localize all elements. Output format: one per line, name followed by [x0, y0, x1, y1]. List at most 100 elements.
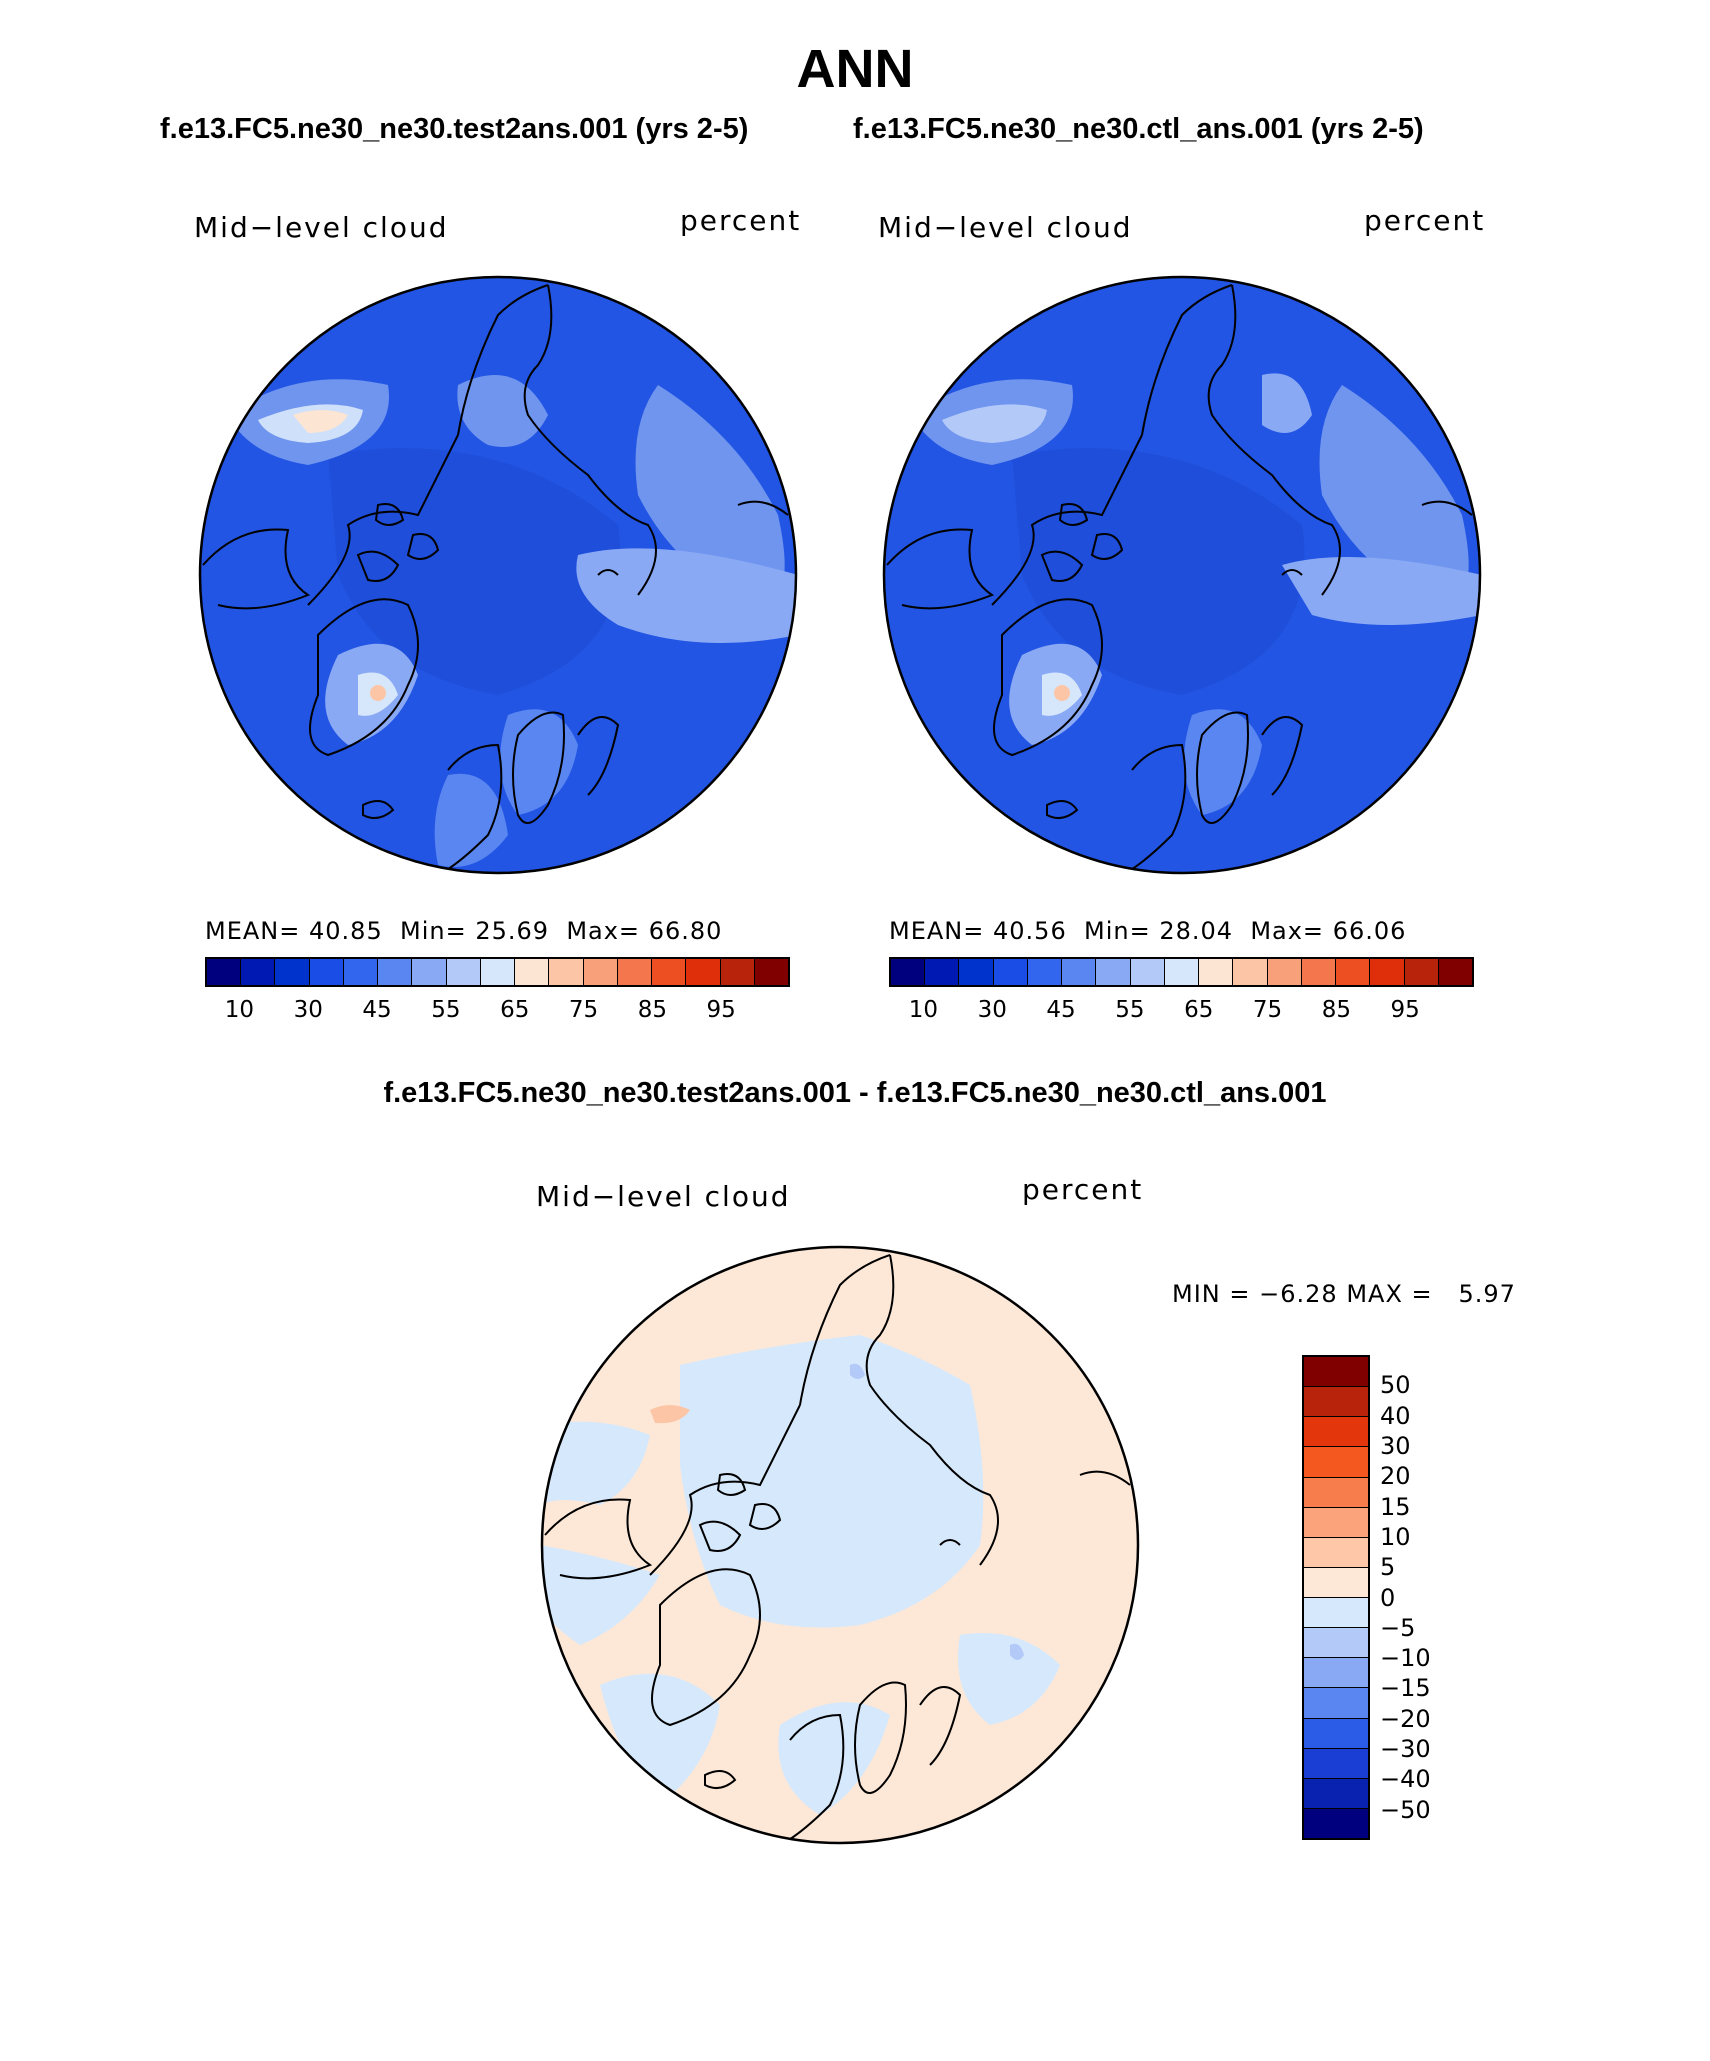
diff-field-eurasia-negative	[958, 1633, 1060, 1725]
colorbar-swatch	[959, 959, 994, 985]
colorbar-swatch	[1027, 959, 1063, 985]
colorbar-swatch	[241, 959, 276, 985]
diff-field-europe-negative	[778, 1702, 890, 1815]
difference-header: f.e13.FC5.ne30_ne30.test2ans.001 - f.e13…	[383, 1077, 1327, 1109]
colorbar-swatch	[925, 959, 960, 985]
panel2-max-value: 66.06	[1332, 917, 1407, 945]
colorbar-swatch	[1304, 1567, 1368, 1598]
colorbar-tick-label: 10	[224, 997, 255, 1023]
colorbar-swatch	[275, 959, 310, 985]
diff-field-pacific-positive-max	[650, 1405, 690, 1424]
colorbar-swatch	[1304, 1417, 1368, 1448]
colorbar-swatch	[412, 959, 447, 985]
panel2-field-siberia	[1319, 385, 1469, 605]
diff-field-arctic-negative	[680, 1335, 984, 1628]
panel2-min-label: Min=	[1083, 917, 1151, 945]
panel2-max-label: Max=	[1250, 917, 1325, 945]
colorbar-swatch	[1304, 1477, 1368, 1508]
colorbar-swatch	[1304, 1658, 1368, 1689]
colorbar-tick-label: 30	[1380, 1431, 1411, 1460]
colorbar-swatch	[1304, 1598, 1368, 1629]
colorbar-swatch	[343, 959, 379, 985]
panel2-polar-map	[882, 275, 1482, 875]
colorbar-swatch	[1304, 1718, 1368, 1749]
colorbar-swatch	[515, 959, 550, 985]
panel2-field-alaska	[1262, 373, 1312, 433]
diff-polar-map	[540, 1245, 1140, 1845]
colorbar-tick-label: 55	[1115, 997, 1145, 1023]
panel2-mean-label: MEAN=	[889, 917, 985, 945]
colorbar-swatch	[1062, 959, 1097, 985]
diff-field-canada-negative	[542, 1545, 660, 1645]
panel2-field-eurasia	[1282, 557, 1480, 625]
panel1-field-greenland-max	[370, 685, 386, 701]
case-a-header: f.e13.FC5.ne30_ne30.test2ans.001 (yrs 2-…	[160, 113, 749, 145]
colorbar-tick-label: −40	[1380, 1765, 1431, 1794]
colorbar-tick-label: 95	[1390, 997, 1420, 1023]
panel1-min-value: 25.69	[475, 917, 550, 945]
colorbar-swatch	[1304, 1688, 1368, 1719]
panel2-variable-label: Mid−level cloud	[878, 211, 1133, 244]
panel2-coastlines	[886, 284, 1473, 873]
panel1-colorbar	[205, 957, 790, 987]
colorbar-swatch	[1164, 959, 1200, 985]
panel1-field-pacific-max	[293, 410, 348, 433]
colorbar-swatch	[1304, 1507, 1368, 1538]
colorbar-tick-label: 10	[908, 997, 939, 1023]
panel2-units-label: percent	[1364, 204, 1486, 237]
colorbar-tick-label: 75	[1252, 997, 1283, 1023]
colorbar-tick-label: 75	[568, 997, 599, 1023]
colorbar-swatch	[686, 959, 721, 985]
panel1-min-label: Min=	[399, 917, 467, 945]
diff-coastlines	[544, 1254, 1131, 1843]
diff-min-label: MIN =	[1172, 1280, 1251, 1308]
colorbar-swatch	[1267, 959, 1302, 985]
panel2-field-arctic	[1012, 448, 1305, 695]
colorbar-tick-label: 95	[706, 997, 736, 1023]
colorbar-swatch	[1404, 959, 1439, 985]
diff-field-arctic-negative-min	[850, 1363, 865, 1379]
diff-colorbar	[1302, 1355, 1370, 1840]
panel2-field-scandinavia	[1184, 709, 1262, 815]
colorbar-swatch	[754, 959, 788, 985]
colorbar-swatch	[309, 959, 344, 985]
colorbar-swatch	[891, 959, 926, 985]
panel2-colorbar	[889, 957, 1474, 987]
panel1-max-value: 66.80	[648, 917, 723, 945]
colorbar-swatch	[1130, 959, 1165, 985]
colorbar-swatch	[378, 959, 413, 985]
panel2-field-greenland-max	[1054, 685, 1070, 701]
panel2-mean-value: 40.56	[993, 917, 1067, 945]
diff-field-pacific-negative	[542, 1421, 650, 1505]
colorbar-tick-label: 55	[431, 997, 461, 1023]
colorbar-swatch	[1304, 1447, 1368, 1478]
colorbar-swatch	[1304, 1808, 1368, 1838]
panel1-field-eurasia	[576, 548, 796, 643]
panel1-polar-map	[198, 275, 798, 875]
colorbar-tick-label: 65	[1184, 997, 1214, 1023]
colorbar-swatch	[617, 959, 653, 985]
panel1-mean-label: MEAN=	[205, 917, 301, 945]
colorbar-tick-label: −30	[1380, 1735, 1431, 1764]
colorbar-swatch	[1199, 959, 1234, 985]
colorbar-swatch	[652, 959, 687, 985]
colorbar-swatch	[1304, 1778, 1368, 1809]
colorbar-tick-label: 45	[1046, 997, 1076, 1023]
panel1-map-border	[198, 275, 798, 875]
diff-min-value: −6.28	[1259, 1280, 1338, 1308]
panel2-min-value: 28.04	[1159, 917, 1234, 945]
colorbar-swatch	[993, 959, 1028, 985]
colorbar-swatch	[1438, 959, 1472, 985]
colorbar-tick-label: 20	[1380, 1462, 1411, 1491]
colorbar-swatch	[1370, 959, 1405, 985]
panel1-field-europe	[434, 773, 508, 867]
colorbar-tick-label: 65	[500, 997, 530, 1023]
colorbar-swatch	[1304, 1537, 1368, 1568]
colorbar-tick-label: 5	[1380, 1553, 1396, 1582]
colorbar-tick-label: −15	[1380, 1674, 1431, 1703]
diff-max-value: 5.97	[1458, 1280, 1516, 1308]
panel1-max-label: Max=	[566, 917, 641, 945]
figure-title: ANN	[796, 39, 914, 99]
panel1-mean-value: 40.85	[309, 917, 383, 945]
panel2-stats: MEAN= 40.56 Min= 28.04 Max= 66.06	[889, 917, 1406, 945]
